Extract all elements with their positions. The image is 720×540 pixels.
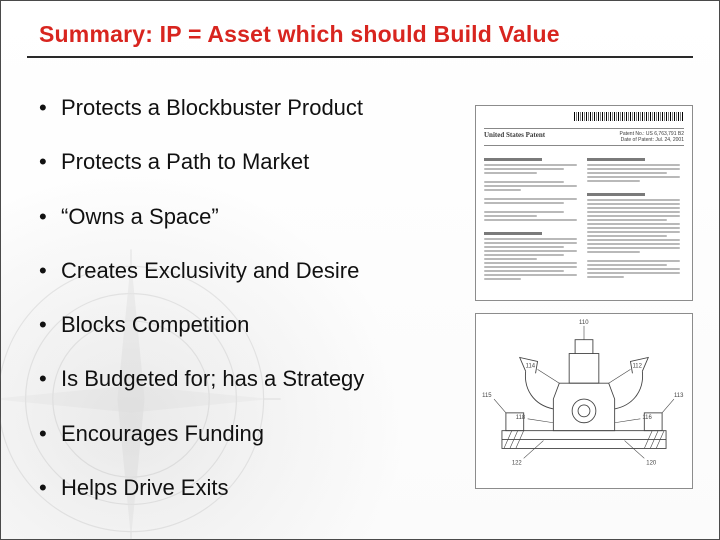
- patent-col-right: [587, 154, 684, 294]
- svg-text:112: 112: [632, 363, 641, 369]
- list-item: • Is Budgeted for; has a Strategy: [39, 366, 439, 391]
- svg-text:110: 110: [579, 320, 589, 326]
- bullet-marker: •: [39, 366, 61, 391]
- bullet-marker: •: [39, 312, 61, 337]
- bullet-text: Creates Exclusivity and Desire: [61, 258, 439, 283]
- slide: Summary: IP = Asset which should Build V…: [0, 0, 720, 540]
- bullet-text: Encourages Funding: [61, 421, 439, 446]
- list-item: • Creates Exclusivity and Desire: [39, 258, 439, 283]
- bullet-text: Is Budgeted for; has a Strategy: [61, 366, 439, 391]
- bullet-marker: •: [39, 421, 61, 446]
- slide-title: Summary: IP = Asset which should Build V…: [39, 21, 681, 48]
- list-item: • Helps Drive Exits: [39, 475, 439, 500]
- title-container: Summary: IP = Asset which should Build V…: [27, 15, 693, 58]
- bullet-text: Blocks Competition: [61, 312, 439, 337]
- list-item: • Protects a Blockbuster Product: [39, 95, 439, 120]
- svg-text:122: 122: [512, 460, 522, 466]
- svg-text:116: 116: [642, 415, 652, 421]
- bullet-marker: •: [39, 149, 61, 174]
- patent-figure-image: 110 112 114 116 118 113 115 120 122: [475, 313, 693, 489]
- bullet-text: Protects a Path to Market: [61, 149, 439, 174]
- list-item: • Protects a Path to Market: [39, 149, 439, 174]
- patent-body: [484, 154, 684, 294]
- bullet-marker: •: [39, 475, 61, 500]
- bullet-text: Protects a Blockbuster Product: [61, 95, 439, 120]
- bullet-text: Helps Drive Exits: [61, 475, 439, 500]
- bullet-marker: •: [39, 204, 61, 229]
- barcode-icon: [574, 112, 684, 121]
- bullet-marker: •: [39, 258, 61, 283]
- svg-text:113: 113: [674, 393, 684, 399]
- list-item: • Blocks Competition: [39, 312, 439, 337]
- patent-heading-right: Patent No.: US 6,763,791 B2 Date of Pate…: [620, 131, 685, 143]
- patent-header: United States Patent Patent No.: US 6,76…: [484, 128, 684, 146]
- bullet-text: “Owns a Space”: [61, 204, 439, 229]
- svg-text:118: 118: [516, 415, 526, 421]
- svg-text:120: 120: [646, 460, 657, 466]
- patent-date: Date of Patent: Jul. 24, 2001: [620, 137, 685, 143]
- list-item: • “Owns a Space”: [39, 204, 439, 229]
- svg-text:115: 115: [482, 393, 492, 399]
- list-item: • Encourages Funding: [39, 421, 439, 446]
- patent-col-left: [484, 154, 581, 294]
- bullet-marker: •: [39, 95, 61, 120]
- patent-document-image: United States Patent Patent No.: US 6,76…: [475, 105, 693, 301]
- patent-heading-left: United States Patent: [484, 131, 545, 143]
- svg-text:114: 114: [526, 363, 536, 369]
- bullet-list: • Protects a Blockbuster Product • Prote…: [39, 95, 439, 529]
